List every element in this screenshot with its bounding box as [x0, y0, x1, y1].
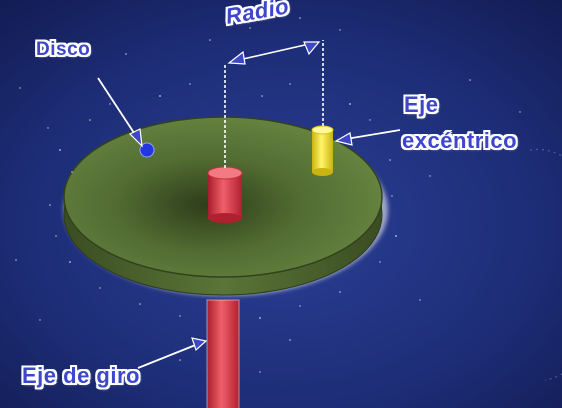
rotation-axis-lower: [206, 299, 240, 408]
eccentric-leader-arrow: [334, 129, 401, 146]
eccentric-axis-label-line1: Eje: [404, 92, 439, 117]
eccentric-axis-label-line2: excéntrico: [402, 128, 518, 153]
sparkle-dots: [15, 17, 521, 373]
radius-arrowheads: [227, 41, 321, 65]
eccentric-pin: [311, 125, 334, 176]
rotation-axis-upper: [207, 166, 243, 223]
rotation-axis-label: Eje de giro: [22, 363, 140, 388]
disco-label: Disco: [36, 39, 91, 60]
disco-leader-arrow: [97, 77, 143, 148]
disc-marker-dot: [139, 142, 155, 158]
rotation-axis-leader-arrow: [137, 337, 208, 369]
